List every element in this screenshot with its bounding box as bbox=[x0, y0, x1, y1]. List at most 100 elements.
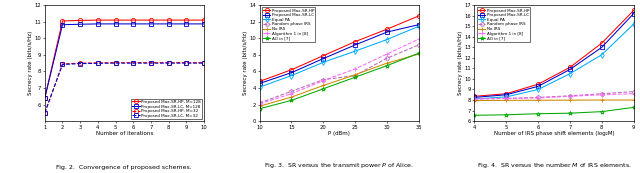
Proposed Max-SR-HP bbox=[256, 80, 264, 82]
Proposed Max-SR-HP, M=128 bbox=[164, 19, 172, 21]
Line: Proposed Max-SR-HP: Proposed Max-SR-HP bbox=[472, 8, 636, 98]
Proposed Max-SR-HP, M=128 bbox=[182, 19, 190, 21]
Line: Algorithm 1 in [8]: Algorithm 1 in [8] bbox=[472, 92, 636, 101]
Random phase IRS bbox=[287, 90, 295, 92]
Line: No IRS: No IRS bbox=[257, 52, 421, 108]
Equal PA bbox=[502, 96, 510, 98]
AO in [7] bbox=[470, 114, 478, 116]
No IRS bbox=[598, 99, 605, 101]
Proposed Max-SR-HP, M=32 bbox=[112, 62, 120, 64]
Proposed Max-SR-LC, M=32 bbox=[76, 63, 84, 65]
Equal PA bbox=[598, 54, 605, 56]
Proposed Max-SR-HP, M=128 bbox=[147, 19, 155, 21]
Random phase IRS bbox=[383, 57, 391, 59]
Proposed Max-SR-HP, M=128 bbox=[112, 19, 120, 21]
AO in [7] bbox=[566, 112, 574, 114]
Line: Proposed Max-SR-LC: Proposed Max-SR-LC bbox=[472, 12, 636, 99]
Proposed Max-SR-LC, M=128 bbox=[147, 23, 155, 25]
Proposed Max-SR-HP, M=128 bbox=[41, 97, 49, 99]
Algorithm 1 in [8] bbox=[319, 80, 327, 82]
AO in [7] bbox=[415, 52, 422, 54]
Random phase IRS bbox=[256, 102, 264, 104]
Proposed Max-SR-HP bbox=[502, 93, 510, 95]
Proposed Max-SR-HP, M=32 bbox=[200, 62, 208, 64]
AO in [7] bbox=[630, 106, 637, 108]
Legend: Proposed Max-SR-HP, Proposed Max-SR-LC, Equal PA, Random phase IRS, No IRS, Algo: Proposed Max-SR-HP, Proposed Max-SR-LC, … bbox=[262, 7, 316, 42]
Proposed Max-SR-LC, M=32 bbox=[164, 62, 172, 64]
Proposed Max-SR-LC bbox=[415, 24, 422, 26]
Equal PA bbox=[630, 23, 637, 25]
Proposed Max-SR-HP, M=128 bbox=[59, 20, 67, 22]
No IRS bbox=[566, 99, 574, 101]
Algorithm 1 in [8] bbox=[256, 103, 264, 105]
Proposed Max-SR-LC bbox=[534, 85, 542, 87]
Text: Fig. 2.  Convergence of proposed schemes.: Fig. 2. Convergence of proposed schemes. bbox=[56, 165, 192, 170]
Text: Fig. 4.  SR versus the number $M$ of IRS elements.: Fig. 4. SR versus the number $M$ of IRS … bbox=[477, 161, 631, 170]
Y-axis label: Secrecy rate (bits/s/Hz): Secrecy rate (bits/s/Hz) bbox=[28, 31, 33, 95]
Proposed Max-SR-HP bbox=[566, 66, 574, 68]
Proposed Max-SR-LC, M=128 bbox=[200, 23, 208, 25]
Legend: Proposed Max-SR-HP, M=128, Proposed Max-SR-LC, M=128, Proposed Max-SR-HP, M=32, : Proposed Max-SR-HP, M=128, Proposed Max-… bbox=[131, 99, 202, 119]
Proposed Max-SR-LC, M=32 bbox=[94, 62, 102, 64]
Line: Equal PA: Equal PA bbox=[257, 24, 421, 89]
Proposed Max-SR-HP, M=32 bbox=[147, 62, 155, 64]
Proposed Max-SR-LC, M=32 bbox=[200, 62, 208, 64]
Random phase IRS bbox=[319, 79, 327, 81]
X-axis label: Number of IRS phase shift elements (log₂M): Number of IRS phase shift elements (log₂… bbox=[493, 131, 614, 136]
AO in [7] bbox=[287, 99, 295, 101]
AO in [7] bbox=[598, 111, 605, 113]
Proposed Max-SR-HP bbox=[383, 28, 391, 30]
Legend: Proposed Max-SR-HP, Proposed Max-SR-LC, Equal PA, Random phase IRS, No IRS, Algo: Proposed Max-SR-HP, Proposed Max-SR-LC, … bbox=[477, 7, 531, 42]
Line: AO in [7]: AO in [7] bbox=[257, 51, 421, 111]
Proposed Max-SR-LC, M=32 bbox=[59, 63, 67, 66]
Proposed Max-SR-HP bbox=[319, 55, 327, 57]
Equal PA bbox=[287, 75, 295, 77]
No IRS bbox=[415, 53, 422, 55]
Algorithm 1 in [8] bbox=[470, 98, 478, 100]
Line: Proposed Max-SR-LC: Proposed Max-SR-LC bbox=[257, 22, 421, 85]
Random phase IRS bbox=[415, 44, 422, 46]
No IRS bbox=[287, 96, 295, 98]
Proposed Max-SR-LC, M=128 bbox=[129, 23, 137, 25]
Random phase IRS bbox=[502, 97, 510, 99]
Equal PA bbox=[534, 88, 542, 90]
Algorithm 1 in [8] bbox=[415, 38, 422, 40]
Line: Equal PA: Equal PA bbox=[472, 22, 636, 101]
Proposed Max-SR-LC bbox=[351, 44, 359, 46]
Proposed Max-SR-HP bbox=[415, 15, 422, 17]
Line: Random phase IRS: Random phase IRS bbox=[257, 43, 421, 105]
Line: Algorithm 1 in [8]: Algorithm 1 in [8] bbox=[257, 37, 421, 106]
AO in [7] bbox=[256, 108, 264, 110]
Proposed Max-SR-LC, M=128 bbox=[76, 23, 84, 25]
Proposed Max-SR-LC, M=128 bbox=[41, 97, 49, 99]
Equal PA bbox=[383, 39, 391, 41]
AO in [7] bbox=[534, 113, 542, 115]
No IRS bbox=[351, 74, 359, 76]
Equal PA bbox=[256, 86, 264, 88]
Equal PA bbox=[319, 61, 327, 63]
Algorithm 1 in [8] bbox=[566, 95, 574, 97]
Equal PA bbox=[415, 25, 422, 27]
Proposed Max-SR-LC bbox=[470, 96, 478, 98]
Proposed Max-SR-LC, M=32 bbox=[182, 62, 190, 64]
Algorithm 1 in [8] bbox=[534, 97, 542, 99]
Line: Proposed Max-SR-LC, M=32: Proposed Max-SR-LC, M=32 bbox=[43, 61, 206, 115]
Y-axis label: Secrecy rate (bits/s/Hz): Secrecy rate (bits/s/Hz) bbox=[243, 31, 248, 95]
AO in [7] bbox=[351, 76, 359, 78]
Equal PA bbox=[351, 50, 359, 52]
Line: AO in [7]: AO in [7] bbox=[472, 105, 636, 117]
Proposed Max-SR-LC bbox=[287, 72, 295, 74]
Proposed Max-SR-LC, M=128 bbox=[94, 23, 102, 25]
Proposed Max-SR-HP, M=32 bbox=[41, 112, 49, 114]
Random phase IRS bbox=[598, 93, 605, 95]
Proposed Max-SR-HP bbox=[470, 95, 478, 97]
Proposed Max-SR-HP, M=128 bbox=[200, 19, 208, 21]
Algorithm 1 in [8] bbox=[351, 68, 359, 70]
Proposed Max-SR-HP bbox=[351, 41, 359, 43]
Line: No IRS: No IRS bbox=[472, 98, 636, 103]
Algorithm 1 in [8] bbox=[383, 53, 391, 55]
Proposed Max-SR-LC, M=32 bbox=[129, 62, 137, 64]
Line: Proposed Max-SR-HP, M=128: Proposed Max-SR-HP, M=128 bbox=[43, 18, 206, 100]
Proposed Max-SR-LC bbox=[256, 82, 264, 84]
Algorithm 1 in [8] bbox=[287, 93, 295, 95]
